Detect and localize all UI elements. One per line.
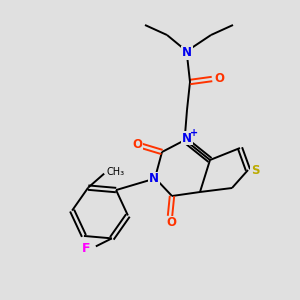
Text: O: O xyxy=(132,139,142,152)
Text: S: S xyxy=(251,164,259,176)
Text: N: N xyxy=(182,131,192,145)
Text: +: + xyxy=(190,128,198,138)
Text: F: F xyxy=(82,242,91,255)
Text: O: O xyxy=(214,71,224,85)
Text: N: N xyxy=(182,46,192,59)
Text: O: O xyxy=(166,217,176,230)
Text: CH₃: CH₃ xyxy=(106,167,124,177)
Text: N: N xyxy=(149,172,159,185)
